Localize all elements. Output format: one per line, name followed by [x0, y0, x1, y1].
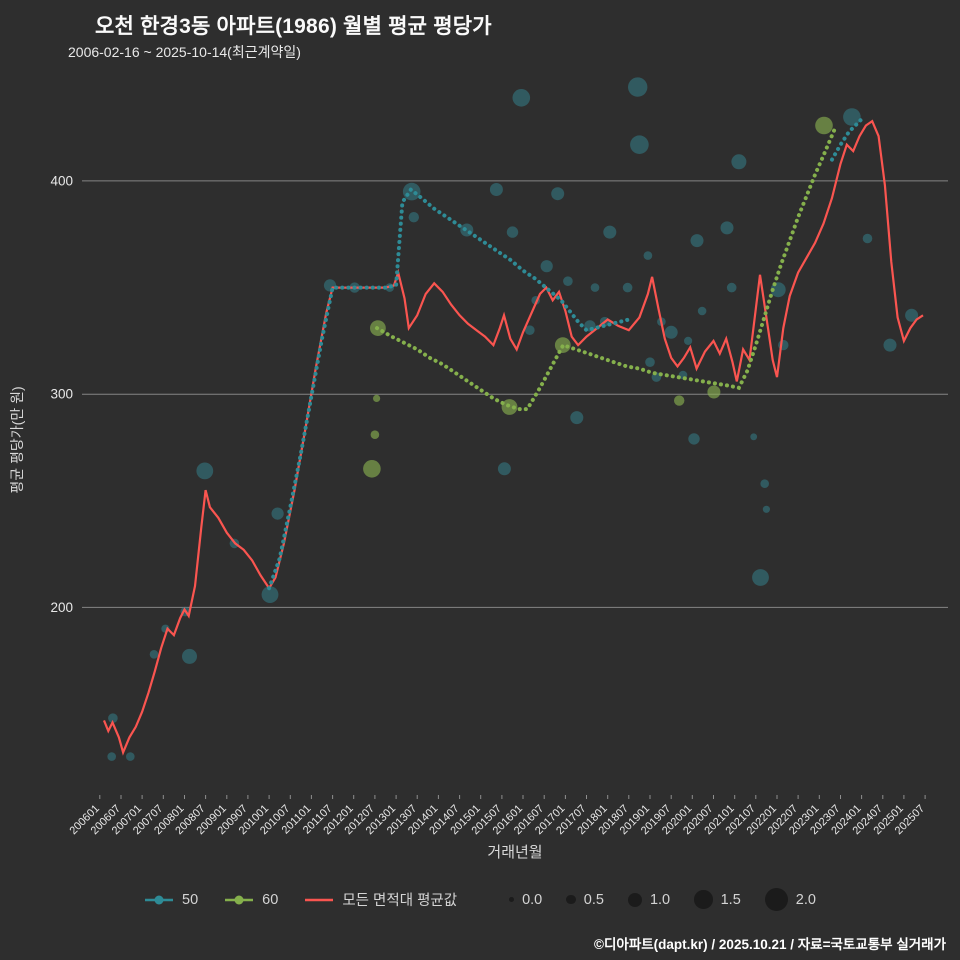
- bubble: [750, 433, 758, 441]
- size-label: 1.5: [720, 891, 741, 908]
- legend-item-50[interactable]: 50: [144, 892, 198, 908]
- size-label: 2.0: [795, 891, 816, 908]
- size-legend-item-1.5: 1.5: [694, 890, 741, 909]
- series-line-50: [267, 186, 631, 591]
- bubble: [108, 713, 118, 723]
- legend-item-모든 면적대 평균값[interactable]: 모든 면적대 평균값: [304, 889, 457, 910]
- bubble: [590, 283, 600, 292]
- y-tick-label: 300: [50, 387, 73, 402]
- bubble: [271, 507, 284, 520]
- bubble: [370, 430, 380, 440]
- bubble: [684, 336, 693, 345]
- size-legend: 0.0 0.5 1.0 1.5 2.0: [509, 888, 816, 911]
- bubble: [373, 394, 381, 402]
- size-legend-item-0.0: 0.0: [509, 892, 542, 908]
- bubble: [506, 226, 519, 238]
- legend: 50 60 모든 면적대 평균값 0.0 0.5 1.0 1.5 2.0: [0, 888, 960, 911]
- bubble: [402, 182, 421, 201]
- bubble: [363, 460, 381, 478]
- legend-swatch-icon: [145, 895, 174, 904]
- bubble: [525, 325, 535, 336]
- size-dot-icon: [694, 890, 713, 909]
- size-dot-icon: [764, 888, 788, 911]
- legend-swatch-icon: [305, 898, 334, 901]
- y-axis: 200 300 400 평균 평당가(만 원): [9, 173, 73, 615]
- y-tick-label: 200: [50, 600, 73, 615]
- bubble: [261, 586, 279, 603]
- bubble: [460, 223, 474, 237]
- bubble: [731, 154, 747, 170]
- chart-title: 오천 한경3동 아파트(1986) 월별 평균 평당가: [95, 15, 492, 38]
- bubble: [883, 338, 897, 352]
- legend-label: 60: [262, 891, 279, 908]
- bubble: [697, 306, 707, 316]
- gridlines: [82, 180, 948, 608]
- bubbles-layer: [107, 77, 919, 761]
- series-line-50: [830, 115, 866, 162]
- bubble: [603, 225, 617, 239]
- bubble: [707, 385, 721, 399]
- x-axis-title: 거래년월: [487, 844, 542, 861]
- bubble: [149, 650, 159, 659]
- bubble: [720, 221, 734, 235]
- bubble: [630, 135, 649, 154]
- size-legend-item-2.0: 2.0: [764, 888, 816, 911]
- bubble: [489, 183, 503, 196]
- bubble: [862, 233, 873, 244]
- series-line-60: [375, 123, 839, 412]
- bubble: [196, 462, 214, 480]
- bubble: [408, 212, 419, 223]
- legend-label: 50: [182, 891, 199, 908]
- bubble: [674, 395, 685, 406]
- bubble: [690, 234, 704, 248]
- size-legend-item-0.5: 0.5: [566, 892, 604, 908]
- size-dot-icon: [509, 897, 515, 902]
- bubble: [182, 648, 197, 664]
- bubble: [512, 89, 531, 107]
- size-dot-icon: [627, 892, 642, 907]
- y-tick-label: 400: [50, 173, 73, 188]
- series-layer: [102, 115, 924, 756]
- bubble: [563, 276, 573, 287]
- bubble: [645, 357, 655, 368]
- bubble: [752, 569, 769, 586]
- bubble: [497, 462, 511, 476]
- bubble: [726, 282, 737, 293]
- bubble: [323, 279, 337, 292]
- bubble: [815, 116, 833, 135]
- bubble: [501, 399, 518, 415]
- series-line-모든 면적대 평균값: [102, 119, 924, 756]
- bubble: [126, 752, 135, 761]
- chart-canvas: 200 300 400 평균 평당가(만 원) 20060120060720070120…: [9, 77, 948, 861]
- bubble: [843, 108, 861, 126]
- legend-swatch-icon: [225, 895, 254, 904]
- bubble: [643, 251, 653, 260]
- bubble: [688, 433, 700, 445]
- bubble: [551, 187, 565, 201]
- x-axis: 2006012006072007012007072008012008072009…: [67, 795, 927, 861]
- size-dot-icon: [566, 894, 576, 905]
- legend-item-60[interactable]: 60: [224, 892, 278, 908]
- bubble: [107, 752, 116, 761]
- bubble: [570, 411, 584, 425]
- size-label: 0.0: [522, 891, 543, 908]
- bubble: [905, 308, 919, 322]
- series-legend: 50 60 모든 면적대 평균값: [144, 889, 457, 910]
- bubble: [540, 260, 553, 273]
- bubble: [664, 325, 678, 339]
- footer-credit: ©디아파트(dapt.kr) / 2025.10.21 / 자료=국토교통부 실…: [594, 937, 946, 952]
- size-legend-item-1.0: 1.0: [627, 891, 671, 908]
- size-label: 0.5: [583, 891, 604, 908]
- y-axis-title: 평균 평당가(만 원): [9, 386, 25, 493]
- bubble: [622, 282, 633, 293]
- bubble: [762, 505, 771, 513]
- chart-subtitle: 2006-02-16 ~ 2025-10-14(최근계약일): [68, 44, 301, 60]
- bubble: [760, 479, 769, 489]
- bubble: [628, 77, 648, 97]
- size-label: 1.0: [649, 891, 671, 908]
- legend-label: 모든 면적대 평균값: [342, 893, 458, 909]
